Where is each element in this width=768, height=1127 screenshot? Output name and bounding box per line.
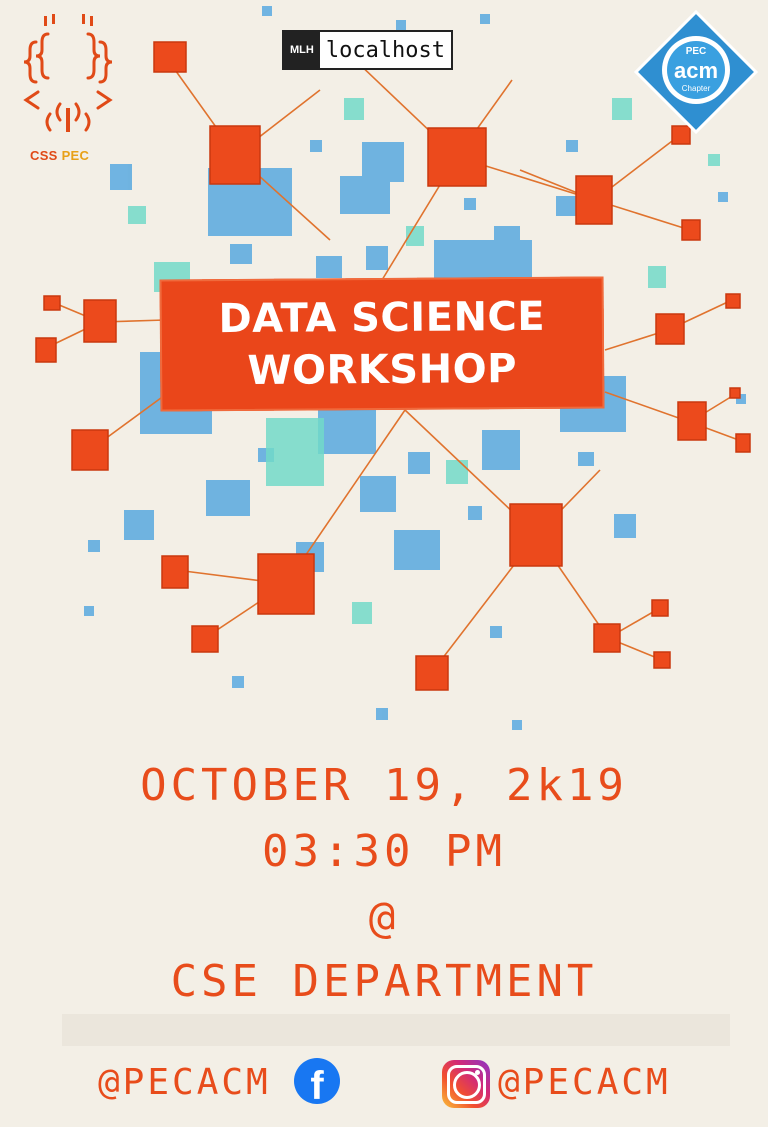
event-time: 03:30 PM bbox=[262, 826, 506, 877]
mlh-tag: MLH bbox=[284, 32, 320, 68]
css-pec-label: CSS PEC bbox=[30, 148, 89, 163]
acm-top-text: PEC bbox=[686, 46, 707, 57]
event-date: OCTOBER 19, 2k19 bbox=[140, 760, 628, 811]
facebook-icon[interactable]: f bbox=[294, 1058, 340, 1104]
mlh-localhost-text: localhost bbox=[325, 37, 446, 63]
orange-nodes bbox=[35, 41, 751, 691]
pec-label: PEC bbox=[61, 148, 90, 163]
acm-main-text: acm bbox=[674, 58, 718, 83]
event-at: @ bbox=[368, 892, 400, 943]
acm-bottom-text: Chapter bbox=[682, 84, 711, 93]
title-banner: DATA SCIENCE WORKSHOP bbox=[159, 276, 605, 412]
css-label: CSS bbox=[30, 148, 58, 163]
event-venue: CSE DEPARTMENT bbox=[170, 956, 598, 1007]
facebook-handle[interactable]: @PECACM bbox=[98, 1062, 271, 1103]
acm-chapter-logo: PEC acm Chapter bbox=[634, 10, 758, 134]
instagram-icon[interactable] bbox=[442, 1060, 490, 1108]
css-pec-logo bbox=[23, 14, 113, 132]
divider-strip bbox=[62, 1014, 730, 1046]
mlh-localhost-badge: MLH localhost bbox=[282, 30, 454, 70]
teal-squares bbox=[128, 98, 720, 624]
title-line-1: DATA SCIENCE bbox=[218, 293, 546, 343]
title-line-2: WORKSHOP bbox=[247, 346, 518, 394]
page-title: DATA SCIENCE WORKSHOP bbox=[160, 290, 605, 397]
instagram-handle[interactable]: @PECACM bbox=[498, 1062, 671, 1103]
